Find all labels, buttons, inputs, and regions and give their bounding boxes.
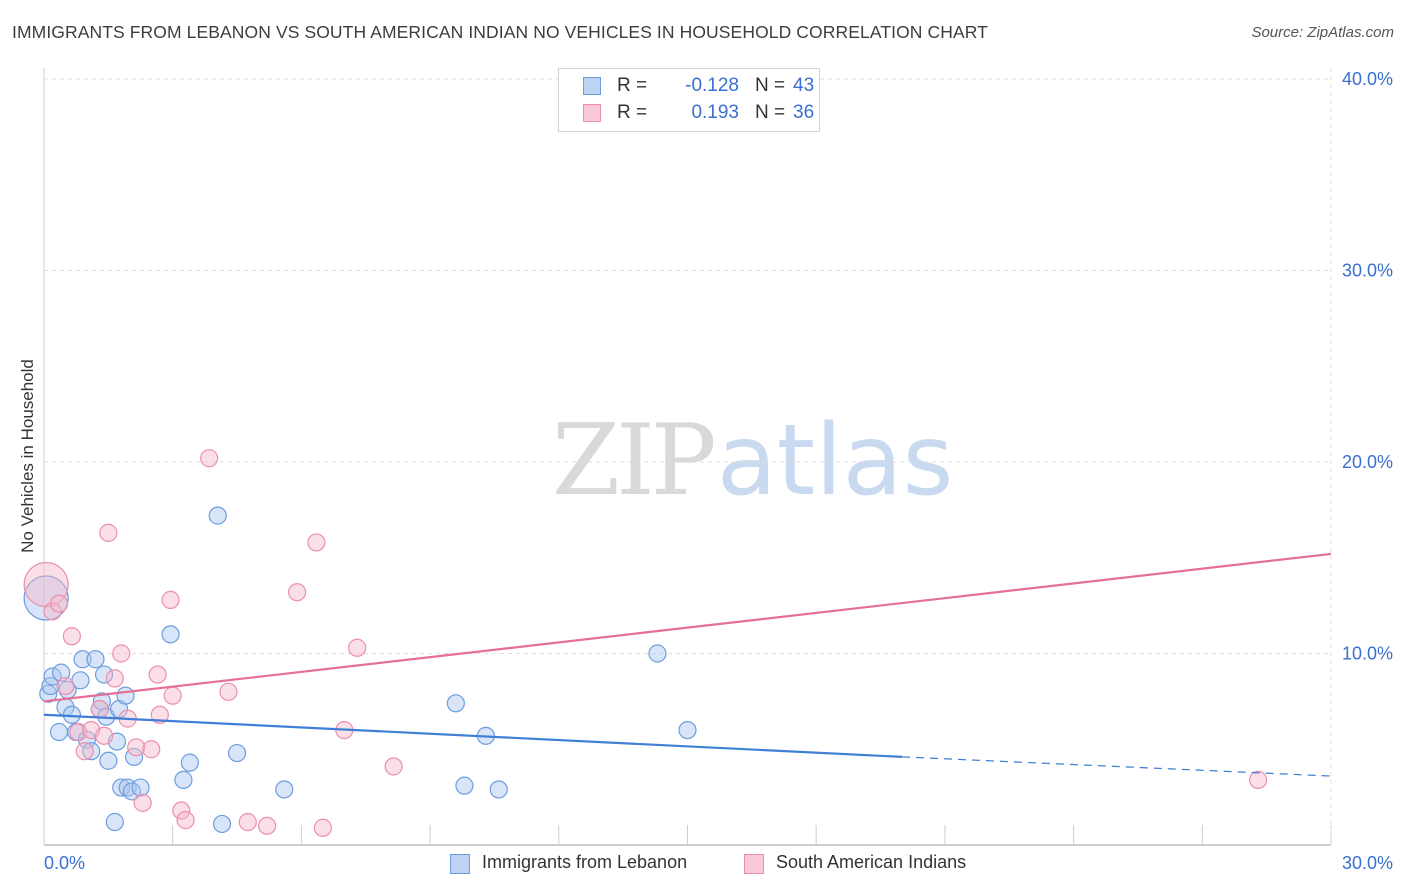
pink-data-point (62, 627, 81, 646)
legend-r-value: -0.128 (685, 75, 739, 96)
chart-title: IMMIGRANTS FROM LEBANON VS SOUTH AMERICA… (12, 22, 988, 42)
pink-data-point (348, 638, 367, 657)
series-blue (23, 506, 697, 834)
legend-r-value: 0.193 (691, 102, 739, 123)
blue-trend-line-extension (901, 756, 1332, 777)
watermark: ZIPatlas (552, 404, 954, 518)
legend-r-label: R = (617, 75, 648, 96)
y-tick-label: 10.0% (1342, 644, 1393, 664)
blue-data-point (174, 770, 193, 789)
pink-data-point (219, 682, 238, 701)
blue-data-point (112, 778, 131, 797)
blue-data-point (73, 650, 92, 669)
pink-data-point (172, 801, 191, 820)
blue-data-point (99, 751, 118, 770)
bottom-legend-label: Immigrants from Lebanon (482, 852, 688, 872)
source-label: Source: ZipAtlas.com (1251, 24, 1394, 41)
x-tick-label: 0.0% (44, 853, 85, 873)
blue-data-point (180, 753, 199, 772)
bottom-legend-label: South American Indians (776, 852, 967, 872)
pink-data-point (313, 818, 332, 837)
blue-data-point (122, 782, 142, 801)
legend-swatch-blue (583, 77, 601, 95)
legend-r-label: R = (617, 102, 648, 123)
pink-data-point (257, 816, 277, 835)
blue-data-point (446, 694, 465, 713)
legend-n-label: N = (755, 75, 786, 96)
pink-data-point (238, 812, 257, 832)
pink-data-point (99, 523, 118, 542)
legend-box: R = -0.128 N = 43 R = 0.193 N = 36 (558, 68, 820, 132)
pink-data-point (150, 705, 169, 724)
blue-data-point (49, 722, 69, 742)
y-tick-label: 20.0% (1342, 452, 1393, 472)
pink-data-point (307, 533, 326, 552)
pink-data-point (133, 793, 152, 812)
bottom-legend-swatch-pink (744, 854, 764, 874)
pink-data-point (112, 644, 131, 663)
blue-data-point (489, 780, 508, 799)
blue-trend-line (43, 713, 903, 759)
series-pink (23, 449, 1268, 837)
pink-data-point (94, 726, 114, 745)
pink-data-point (288, 583, 307, 602)
pink-data-point (56, 676, 75, 696)
pink-data-point (148, 665, 167, 684)
blue-data-point (94, 665, 114, 684)
blue-data-point (455, 776, 474, 795)
pink-data-point (200, 449, 219, 468)
blue-data-point (275, 780, 294, 799)
legend-n-value: 36 (793, 102, 815, 123)
blue-data-point (212, 814, 232, 834)
legend-swatch-pink (583, 104, 601, 122)
y-tick-label: 40.0% (1342, 69, 1393, 89)
blue-data-point (131, 778, 150, 797)
y-axis-title: No Vehicles in Household (18, 359, 37, 553)
blue-data-point (678, 720, 697, 740)
pink-data-point (176, 811, 195, 830)
blue-data-point (86, 650, 105, 669)
blue-data-point (648, 644, 667, 663)
pink-data-point (163, 686, 182, 705)
pink-data-point (75, 742, 94, 761)
blue-data-point (43, 667, 62, 686)
pink-data-point (90, 699, 109, 719)
pink-trend-line (43, 552, 1332, 703)
watermark-atlas: atlas (716, 404, 954, 518)
pink-data-point (161, 590, 180, 609)
blue-data-point (161, 625, 180, 644)
legend-n-label: N = (755, 102, 786, 123)
legend-n-value: 43 (793, 75, 815, 96)
pink-data-point (127, 738, 146, 757)
blue-data-point (227, 743, 247, 763)
pink-data-point (49, 594, 69, 613)
watermark-zip: ZIP (552, 404, 717, 518)
blue-data-point (52, 663, 71, 682)
blue-data-point (116, 686, 135, 705)
pink-data-point (1248, 770, 1268, 789)
pink-data-point (384, 757, 403, 776)
blue-data-point (105, 812, 124, 832)
x-tick-label: 30.0% (1342, 853, 1393, 873)
blue-data-point (208, 506, 227, 525)
bottom-legend-swatch-blue (450, 854, 470, 874)
blue-data-point (82, 742, 101, 761)
pink-data-point (142, 740, 161, 759)
y-tick-label: 30.0% (1342, 261, 1393, 281)
blue-data-point (23, 575, 69, 621)
pink-data-point (105, 669, 124, 688)
